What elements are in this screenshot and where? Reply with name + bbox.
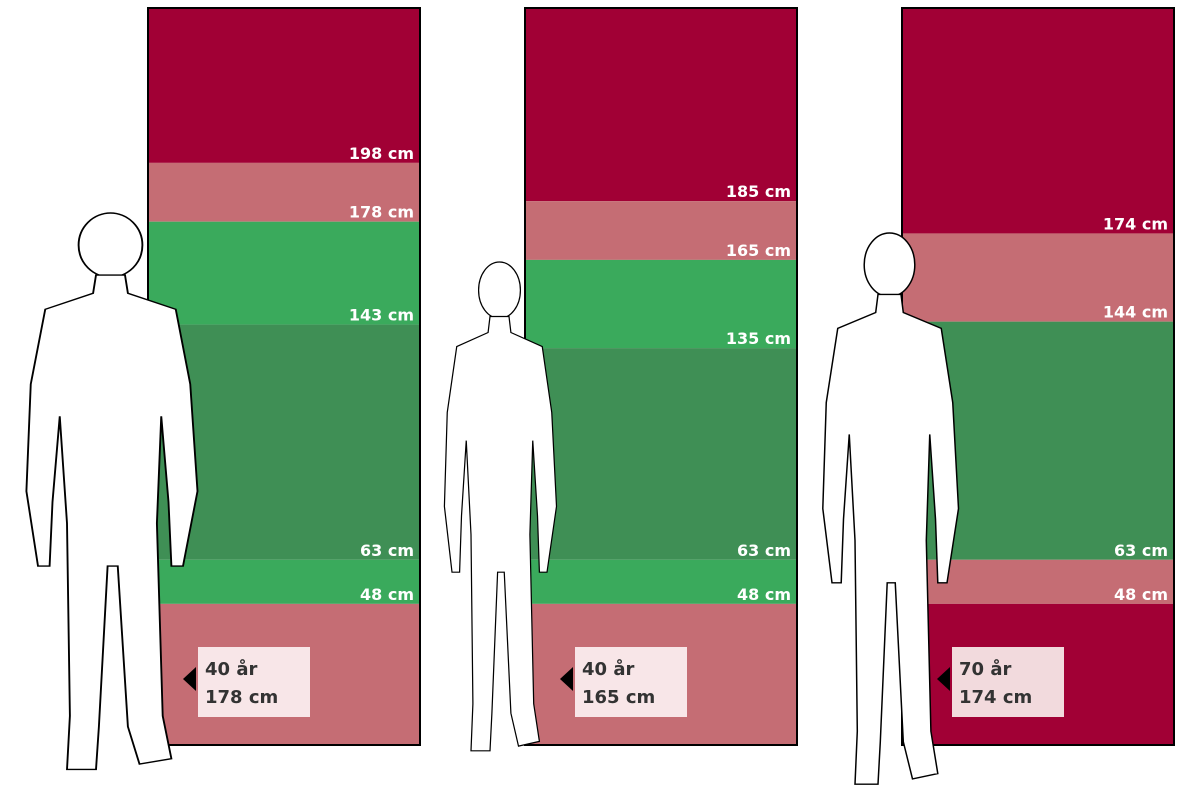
level-label: 144 cm <box>1103 303 1168 322</box>
page: 198 cm 178 cm 143 cm 63 cm 48 cm 40 år 178 cm 1… <box>0 0 1180 798</box>
level-label: 63 cm <box>737 541 791 560</box>
level-label: 63 cm <box>1114 541 1168 560</box>
tag-height: 174 cm <box>959 687 1032 708</box>
infographic: 198 cm 178 cm 143 cm 63 cm 48 cm 40 år 178 cm 1… <box>0 0 1180 798</box>
level-label: 143 cm <box>349 306 414 325</box>
level-label: 48 cm <box>737 585 791 604</box>
level-label: 48 cm <box>1114 585 1168 604</box>
tag-height: 165 cm <box>582 687 655 708</box>
level-label: 63 cm <box>360 541 414 560</box>
level-label: 48 cm <box>360 585 414 604</box>
tag-age: 40 år <box>582 658 634 680</box>
level-label: 198 cm <box>349 144 414 163</box>
level-label: 165 cm <box>726 241 791 260</box>
level-label: 135 cm <box>726 329 791 348</box>
tag-height: 178 cm <box>205 687 278 708</box>
tag-age: 40 år <box>205 658 257 680</box>
level-label: 178 cm <box>349 203 414 222</box>
panels: 198 cm 178 cm 143 cm 63 cm 48 cm 40 år 178 cm 1… <box>148 8 1174 745</box>
zone-band <box>525 348 797 560</box>
zone-band <box>148 8 420 163</box>
zone-band <box>525 8 797 201</box>
zone-band <box>902 8 1174 233</box>
tag-age: 70 år <box>959 658 1011 680</box>
level-label: 174 cm <box>1103 214 1168 233</box>
level-label: 185 cm <box>726 182 791 201</box>
